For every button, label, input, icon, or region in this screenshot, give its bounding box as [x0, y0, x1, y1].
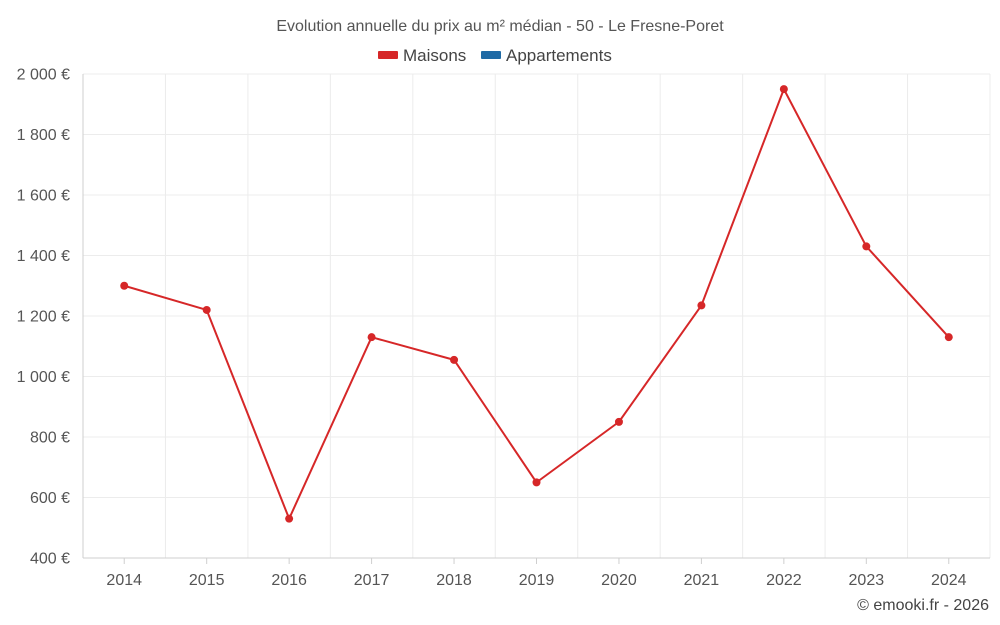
y-tick-label: 1 200 €: [17, 309, 70, 326]
data-point-maisons-2018: [450, 355, 459, 364]
x-tick-label: 2014: [106, 572, 142, 589]
data-point-maisons-2022: [779, 85, 788, 94]
y-tick-label: 800 €: [30, 430, 70, 447]
y-tick-label: 1 400 €: [17, 248, 70, 265]
legend-label-maisons: Maisons: [403, 46, 466, 65]
x-tick-label: 2016: [271, 572, 307, 589]
x-tick-label: 2020: [601, 572, 637, 589]
legend-label-appartements: Appartements: [506, 46, 612, 65]
data-point-maisons-2014: [120, 281, 129, 290]
legend-item-maisons[interactable]: Maisons: [378, 46, 466, 65]
axes: 400 € 600 € 800 € 1 000 € 1 200 € 1 400 € 1 60…: [17, 67, 990, 589]
x-tick-label: 2018: [436, 572, 472, 589]
data-point-maisons-2023: [862, 242, 871, 251]
data-point-maisons-2016: [285, 514, 294, 523]
y-tick-label: 1 600 €: [17, 188, 70, 205]
x-tick-label: 2023: [849, 572, 885, 589]
x-tick-label: 2024: [931, 572, 967, 589]
x-tick-label: 2015: [189, 572, 225, 589]
y-tick-label: 1 000 €: [17, 369, 70, 386]
x-tick-label: 2019: [519, 572, 555, 589]
chart-title: Evolution annuelle du prix au m² médian …: [276, 18, 724, 35]
data-point-maisons-2017: [367, 333, 376, 342]
data-point-maisons-2015: [202, 305, 211, 314]
y-tick-label: 600 €: [30, 490, 70, 507]
legend-swatch-appartements: [481, 51, 501, 59]
y-tick-label: 400 €: [30, 551, 70, 568]
legend-item-appartements[interactable]: Appartements: [481, 46, 612, 65]
data-point-maisons-2024: [944, 333, 953, 342]
credit-text: © emooki.fr - 2026: [857, 597, 989, 614]
x-tick-label: 2017: [354, 572, 390, 589]
series: [120, 85, 953, 523]
data-point-maisons-2021: [697, 301, 706, 310]
x-tick-label: 2021: [684, 572, 720, 589]
x-tick-label: 2022: [766, 572, 802, 589]
y-tick-label: 2 000 €: [17, 67, 70, 84]
data-point-maisons-2020: [614, 417, 623, 426]
data-point-maisons-2019: [532, 478, 541, 487]
legend: Maisons Appartements: [378, 46, 612, 65]
grid: [83, 73, 991, 558]
y-tick-label: 1 800 €: [17, 127, 70, 144]
legend-swatch-maisons: [378, 51, 398, 59]
